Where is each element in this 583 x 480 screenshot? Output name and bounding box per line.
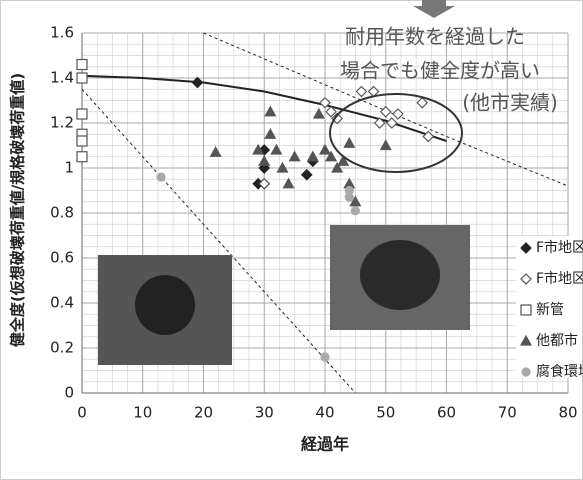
x-axis-label: 経過年 — [301, 435, 349, 454]
legend-label: 腐食環境 — [536, 363, 583, 380]
point — [321, 353, 329, 361]
point — [77, 109, 87, 119]
x-tick-label: 10 — [133, 404, 152, 422]
x-tick-label: 0 — [77, 404, 87, 422]
point — [77, 152, 87, 162]
y-tick-label: 1.4 — [50, 69, 74, 87]
annotation: 場合でも健全度が高い — [340, 59, 540, 83]
x-tick-label: 30 — [255, 404, 274, 422]
legend-label: F市地区1 — [536, 239, 583, 256]
point — [77, 60, 87, 70]
y-tick-label: 0.2 — [50, 339, 74, 357]
photo-pipe — [135, 275, 195, 335]
point — [77, 73, 87, 83]
annotation: 耐用年数を経過した — [345, 25, 525, 49]
x-tick-label: 60 — [437, 404, 456, 422]
y-tick-label: 1.6 — [50, 24, 74, 42]
y-tick-label: 0 — [64, 384, 74, 402]
point — [77, 136, 87, 146]
legend-label: 新管 — [536, 302, 564, 318]
y-tick-label: 1 — [64, 159, 74, 177]
legend-label: F市地区2 — [536, 270, 583, 287]
y-tick-label: 0.4 — [50, 294, 74, 312]
y-tick-label: 0.6 — [50, 249, 74, 267]
y-tick-label: 1.2 — [50, 114, 74, 132]
x-tick-label: 70 — [498, 404, 517, 422]
x-tick-label: 80 — [558, 404, 577, 422]
x-tick-label: 50 — [376, 404, 395, 422]
y-axis-label: 健全度(仮想破壊荷重値/規格破壊荷重値) — [9, 73, 27, 347]
point — [522, 368, 530, 376]
x-tick-label: 20 — [194, 404, 213, 422]
chart: 0 10 20 30 40 50 60 70 80 0 0.2 0.4 0.6 0.8 1 1.2 1.4 1.6… — [0, 0, 583, 480]
point — [351, 207, 359, 215]
photo-pipe — [360, 240, 440, 310]
point — [521, 305, 531, 315]
x-tick-label: 40 — [315, 404, 334, 422]
point — [157, 173, 165, 181]
y-tick-label: 0.8 — [50, 204, 74, 222]
annotation: (他市実績) — [462, 91, 558, 115]
legend-label: 他都市 — [536, 332, 578, 349]
point — [345, 193, 353, 201]
